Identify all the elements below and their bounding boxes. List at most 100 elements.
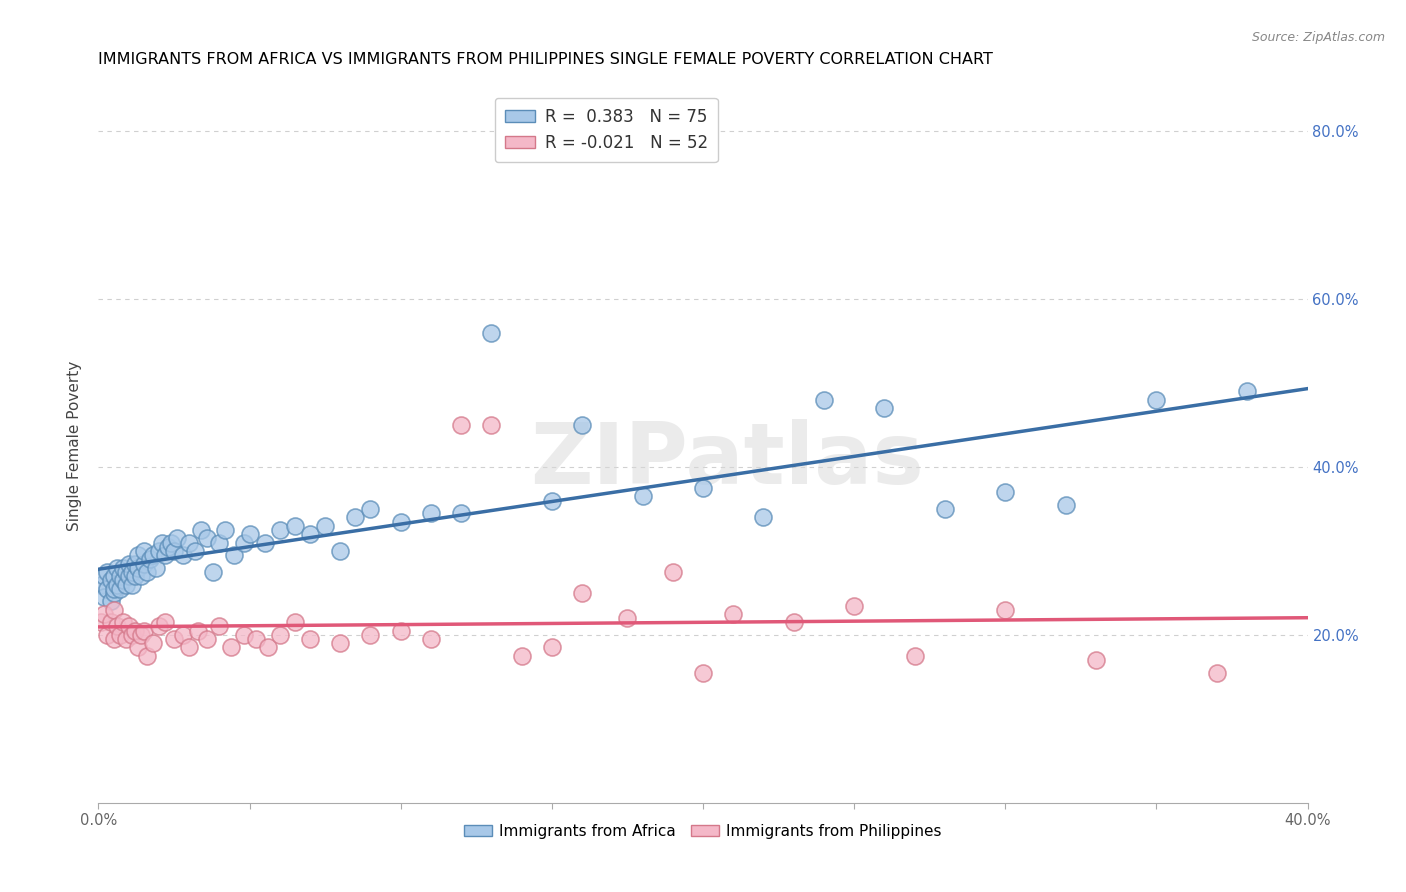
Point bbox=[100, 615, 122, 630]
Point bbox=[329, 544, 352, 558]
Point bbox=[284, 518, 307, 533]
Point bbox=[103, 586, 125, 600]
Point bbox=[873, 401, 896, 416]
Point bbox=[571, 586, 593, 600]
Point bbox=[994, 485, 1017, 500]
Point bbox=[187, 624, 209, 638]
Point bbox=[389, 515, 412, 529]
Text: Source: ZipAtlas.com: Source: ZipAtlas.com bbox=[1251, 31, 1385, 45]
Point bbox=[127, 560, 149, 574]
Point bbox=[540, 493, 562, 508]
Text: IMMIGRANTS FROM AFRICA VS IMMIGRANTS FROM PHILIPPINES SINGLE FEMALE POVERTY CORR: IMMIGRANTS FROM AFRICA VS IMMIGRANTS FRO… bbox=[98, 53, 993, 67]
Point bbox=[139, 552, 162, 566]
Point bbox=[844, 599, 866, 613]
Point bbox=[142, 636, 165, 650]
Point bbox=[127, 548, 149, 562]
Point bbox=[114, 632, 136, 646]
Point bbox=[129, 569, 152, 583]
Point bbox=[129, 628, 152, 642]
Point bbox=[105, 577, 128, 591]
Point bbox=[269, 628, 291, 642]
Point bbox=[481, 417, 503, 432]
Point bbox=[103, 582, 125, 596]
Point bbox=[284, 615, 307, 630]
Point bbox=[166, 532, 188, 546]
Point bbox=[224, 548, 246, 562]
Point bbox=[269, 523, 291, 537]
Point bbox=[239, 527, 262, 541]
Point bbox=[221, 640, 243, 655]
Point bbox=[160, 535, 183, 549]
Point bbox=[692, 665, 714, 680]
Point bbox=[661, 565, 683, 579]
Point bbox=[256, 640, 278, 655]
Point bbox=[344, 510, 367, 524]
Point bbox=[114, 565, 136, 579]
Point bbox=[540, 640, 562, 655]
Point bbox=[783, 615, 806, 630]
Point bbox=[571, 417, 593, 432]
Point bbox=[124, 569, 146, 583]
Point bbox=[100, 574, 122, 588]
Point bbox=[299, 632, 322, 646]
Point bbox=[1236, 384, 1258, 399]
Point bbox=[121, 565, 143, 579]
Point bbox=[111, 615, 134, 630]
Point bbox=[184, 544, 207, 558]
Point bbox=[692, 481, 714, 495]
Point bbox=[108, 582, 131, 596]
Point bbox=[148, 619, 170, 633]
Point bbox=[752, 510, 775, 524]
Point bbox=[245, 632, 267, 646]
Point bbox=[96, 582, 118, 596]
Point bbox=[93, 569, 115, 583]
Legend: Immigrants from Africa, Immigrants from Philippines: Immigrants from Africa, Immigrants from … bbox=[458, 818, 948, 845]
Point bbox=[93, 607, 115, 621]
Point bbox=[420, 632, 443, 646]
Point bbox=[135, 648, 157, 663]
Point bbox=[111, 560, 134, 574]
Point bbox=[103, 569, 125, 583]
Point bbox=[253, 535, 276, 549]
Point bbox=[124, 624, 146, 638]
Point bbox=[360, 628, 382, 642]
Point bbox=[172, 628, 194, 642]
Point bbox=[100, 594, 122, 608]
Point bbox=[153, 548, 176, 562]
Point bbox=[202, 565, 225, 579]
Point bbox=[96, 565, 118, 579]
Point bbox=[994, 603, 1017, 617]
Point bbox=[1085, 653, 1108, 667]
Point bbox=[195, 632, 218, 646]
Point bbox=[132, 624, 155, 638]
Point bbox=[450, 417, 472, 432]
Point bbox=[148, 544, 170, 558]
Point bbox=[232, 628, 254, 642]
Point bbox=[103, 603, 125, 617]
Point bbox=[142, 548, 165, 562]
Point bbox=[450, 506, 472, 520]
Point bbox=[1144, 392, 1167, 407]
Point bbox=[481, 326, 503, 340]
Point bbox=[314, 518, 336, 533]
Point bbox=[172, 548, 194, 562]
Point bbox=[108, 628, 131, 642]
Point bbox=[723, 607, 745, 621]
Point bbox=[156, 540, 179, 554]
Y-axis label: Single Female Poverty: Single Female Poverty bbox=[67, 361, 83, 531]
Point bbox=[1054, 498, 1077, 512]
Point bbox=[163, 632, 186, 646]
Point bbox=[208, 535, 231, 549]
Point bbox=[1206, 665, 1229, 680]
Point bbox=[118, 569, 141, 583]
Point bbox=[208, 619, 231, 633]
Point bbox=[934, 502, 956, 516]
Point bbox=[190, 523, 212, 537]
Point bbox=[179, 535, 201, 549]
Point bbox=[132, 544, 155, 558]
Point bbox=[214, 523, 236, 537]
Point bbox=[118, 619, 141, 633]
Point bbox=[124, 557, 146, 571]
Point bbox=[389, 624, 412, 638]
Point bbox=[127, 640, 149, 655]
